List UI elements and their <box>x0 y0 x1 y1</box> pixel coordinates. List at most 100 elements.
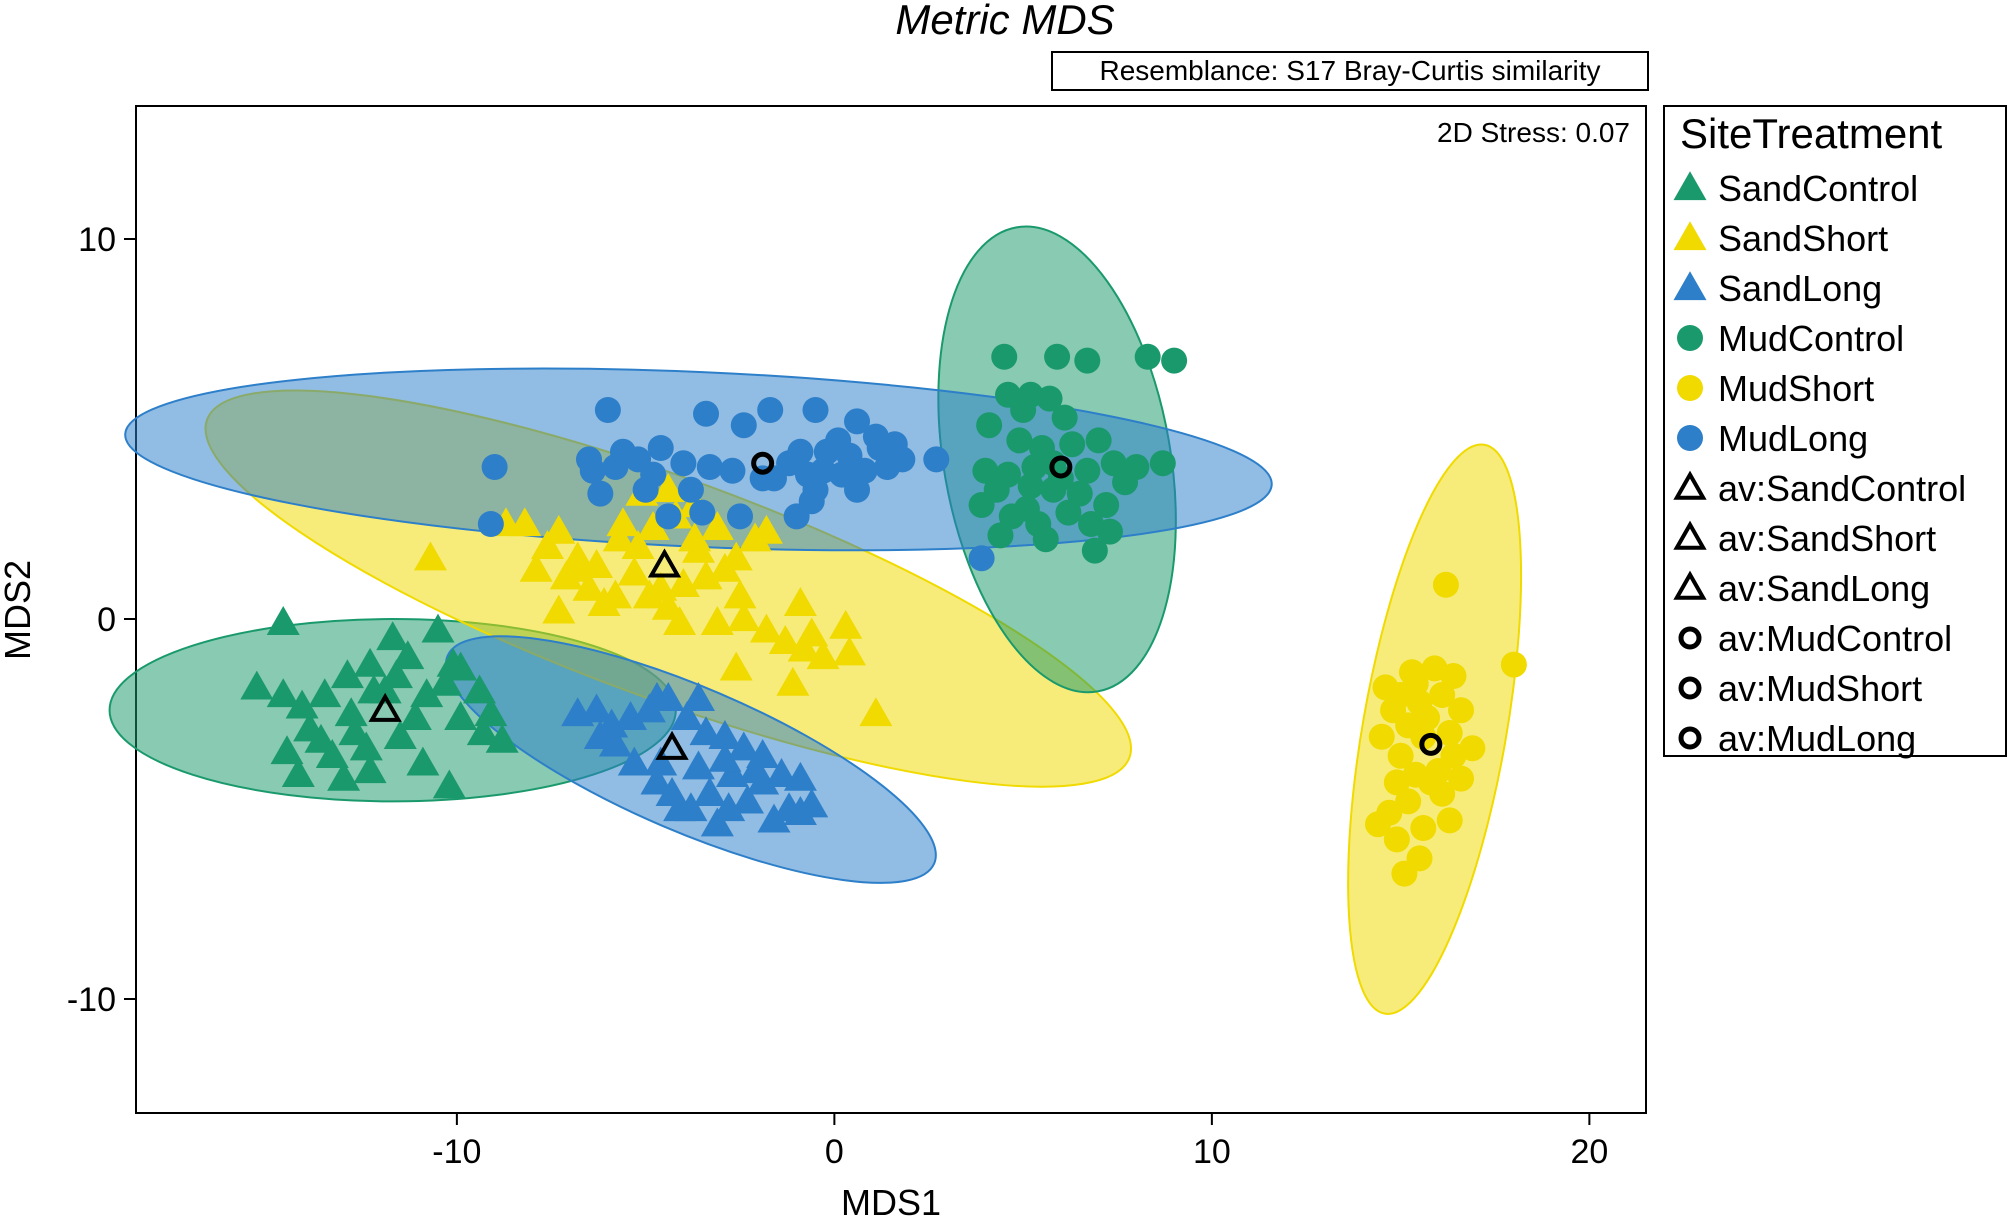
legend-label: SandLong <box>1718 268 1882 309</box>
legend-item-av-sandshort: av:SandShort <box>1673 518 1936 559</box>
point-mudcontrol <box>1112 469 1139 496</box>
point-sandlong <box>731 784 765 814</box>
data-points <box>240 343 1527 887</box>
point-mudshort <box>1440 742 1467 769</box>
legend-item-av-sandcontrol: av:SandControl <box>1673 468 1966 509</box>
point-sandlong <box>727 731 761 761</box>
point-sandshort <box>651 473 685 502</box>
point-sandshort <box>700 511 734 540</box>
point-mudcontrol <box>1100 450 1127 477</box>
legend-marker <box>1678 726 1702 750</box>
point-sandcontrol <box>429 666 463 696</box>
point-mudlong <box>730 412 757 439</box>
point-sandshort <box>832 636 866 666</box>
point-sandshort <box>572 571 606 601</box>
point-sandcontrol <box>444 701 478 730</box>
average-point-av-mudcontrol <box>1049 455 1073 479</box>
point-mudcontrol <box>1096 518 1123 545</box>
point-sandlong <box>583 720 617 749</box>
point-mudlong <box>481 454 508 480</box>
point-mudlong <box>757 397 784 423</box>
point-sandshort <box>859 697 893 727</box>
point-sandshort <box>508 507 542 537</box>
legend-item-av-mudcontrol: av:MudControl <box>1678 618 1952 659</box>
point-mudshort <box>1448 697 1475 724</box>
legend-items: SandControl SandShort SandLong MudControl Mu… <box>1673 168 1966 759</box>
point-mudshort <box>1410 815 1437 841</box>
stress-label: 2D Stress: 0.07 <box>1437 117 1630 148</box>
point-sandshort <box>689 560 723 590</box>
point-sandcontrol <box>436 647 470 677</box>
average-point-av-mudshort <box>1419 732 1443 756</box>
legend-label: av:SandLong <box>1718 568 1930 609</box>
point-mudlong <box>689 499 716 526</box>
point-sandcontrol <box>266 606 300 635</box>
legend-label: av:MudShort <box>1718 668 1922 709</box>
point-sandshort <box>795 617 829 647</box>
legend-item-mudlong: MudLong <box>1677 418 1868 459</box>
legend-label: av:MudControl <box>1718 618 1952 659</box>
average-point-av-mudlong <box>751 451 775 475</box>
ellipse-mudshort <box>1347 443 1523 1015</box>
point-sandshort <box>738 522 772 552</box>
point-sandcontrol <box>308 678 342 708</box>
point-mudlong <box>579 457 606 484</box>
point-mudlong <box>696 454 723 480</box>
point-sandshort <box>681 533 715 563</box>
point-mudshort <box>1436 807 1463 834</box>
point-mudshort <box>1417 769 1444 796</box>
point-sandshort <box>636 511 670 540</box>
point-sandcontrol <box>421 613 455 643</box>
chart-title: Metric MDS <box>895 0 1114 43</box>
point-mudlong <box>719 457 746 484</box>
point-mudshort <box>1364 811 1391 838</box>
point-mudshort <box>1383 769 1410 796</box>
point-sandlong <box>598 727 632 757</box>
point-sandshort <box>580 549 614 578</box>
point-mudcontrol <box>1149 450 1176 477</box>
point-sandcontrol <box>240 670 274 700</box>
point-mudcontrol <box>1059 431 1086 458</box>
point-mudlong <box>760 465 787 492</box>
point-mudlong <box>923 446 950 473</box>
average-point-av-sandshort <box>647 548 682 578</box>
legend-marker <box>1673 171 1707 201</box>
point-mudlong <box>632 476 659 503</box>
point-sandshort <box>651 590 685 620</box>
point-mudshort <box>1387 742 1414 769</box>
point-mudlong <box>594 397 621 423</box>
y-tick-label: -10 <box>67 981 116 1019</box>
point-sandshort <box>617 556 651 586</box>
legend-item-av-mudshort: av:MudShort <box>1678 668 1922 709</box>
point-mudlong <box>693 400 720 427</box>
x-tick-label: 10 <box>1193 1133 1231 1171</box>
group-ellipses <box>108 225 1523 1015</box>
point-sandcontrol <box>327 761 361 791</box>
point-sandshort <box>700 606 734 635</box>
point-sandcontrol <box>391 640 425 670</box>
point-mudlong <box>602 454 629 480</box>
point-mudcontrol <box>1161 347 1188 374</box>
point-sandcontrol <box>281 758 315 787</box>
point-sandshort <box>708 552 742 582</box>
point-sandcontrol <box>315 739 349 768</box>
point-mudcontrol <box>1085 427 1112 454</box>
point-sandshort <box>727 602 761 632</box>
legend-marker <box>1677 325 1703 351</box>
point-mudcontrol <box>991 343 1018 370</box>
point-sandshort <box>666 568 700 597</box>
point-mudlong <box>881 431 908 458</box>
point-mudshort <box>1391 860 1418 887</box>
point-sandcontrol <box>304 723 338 753</box>
point-sandshort <box>587 587 621 616</box>
point-sandcontrol <box>485 723 519 753</box>
point-mudshort <box>1429 682 1456 708</box>
point-sandshort <box>519 552 553 582</box>
point-mudlong <box>968 545 995 572</box>
point-sandshort <box>602 522 636 552</box>
point-mudshort <box>1432 571 1459 598</box>
point-sandlong <box>663 792 697 822</box>
legend-label: MudLong <box>1718 418 1868 459</box>
point-sandcontrol <box>379 659 413 689</box>
point-mudlong <box>587 480 614 507</box>
